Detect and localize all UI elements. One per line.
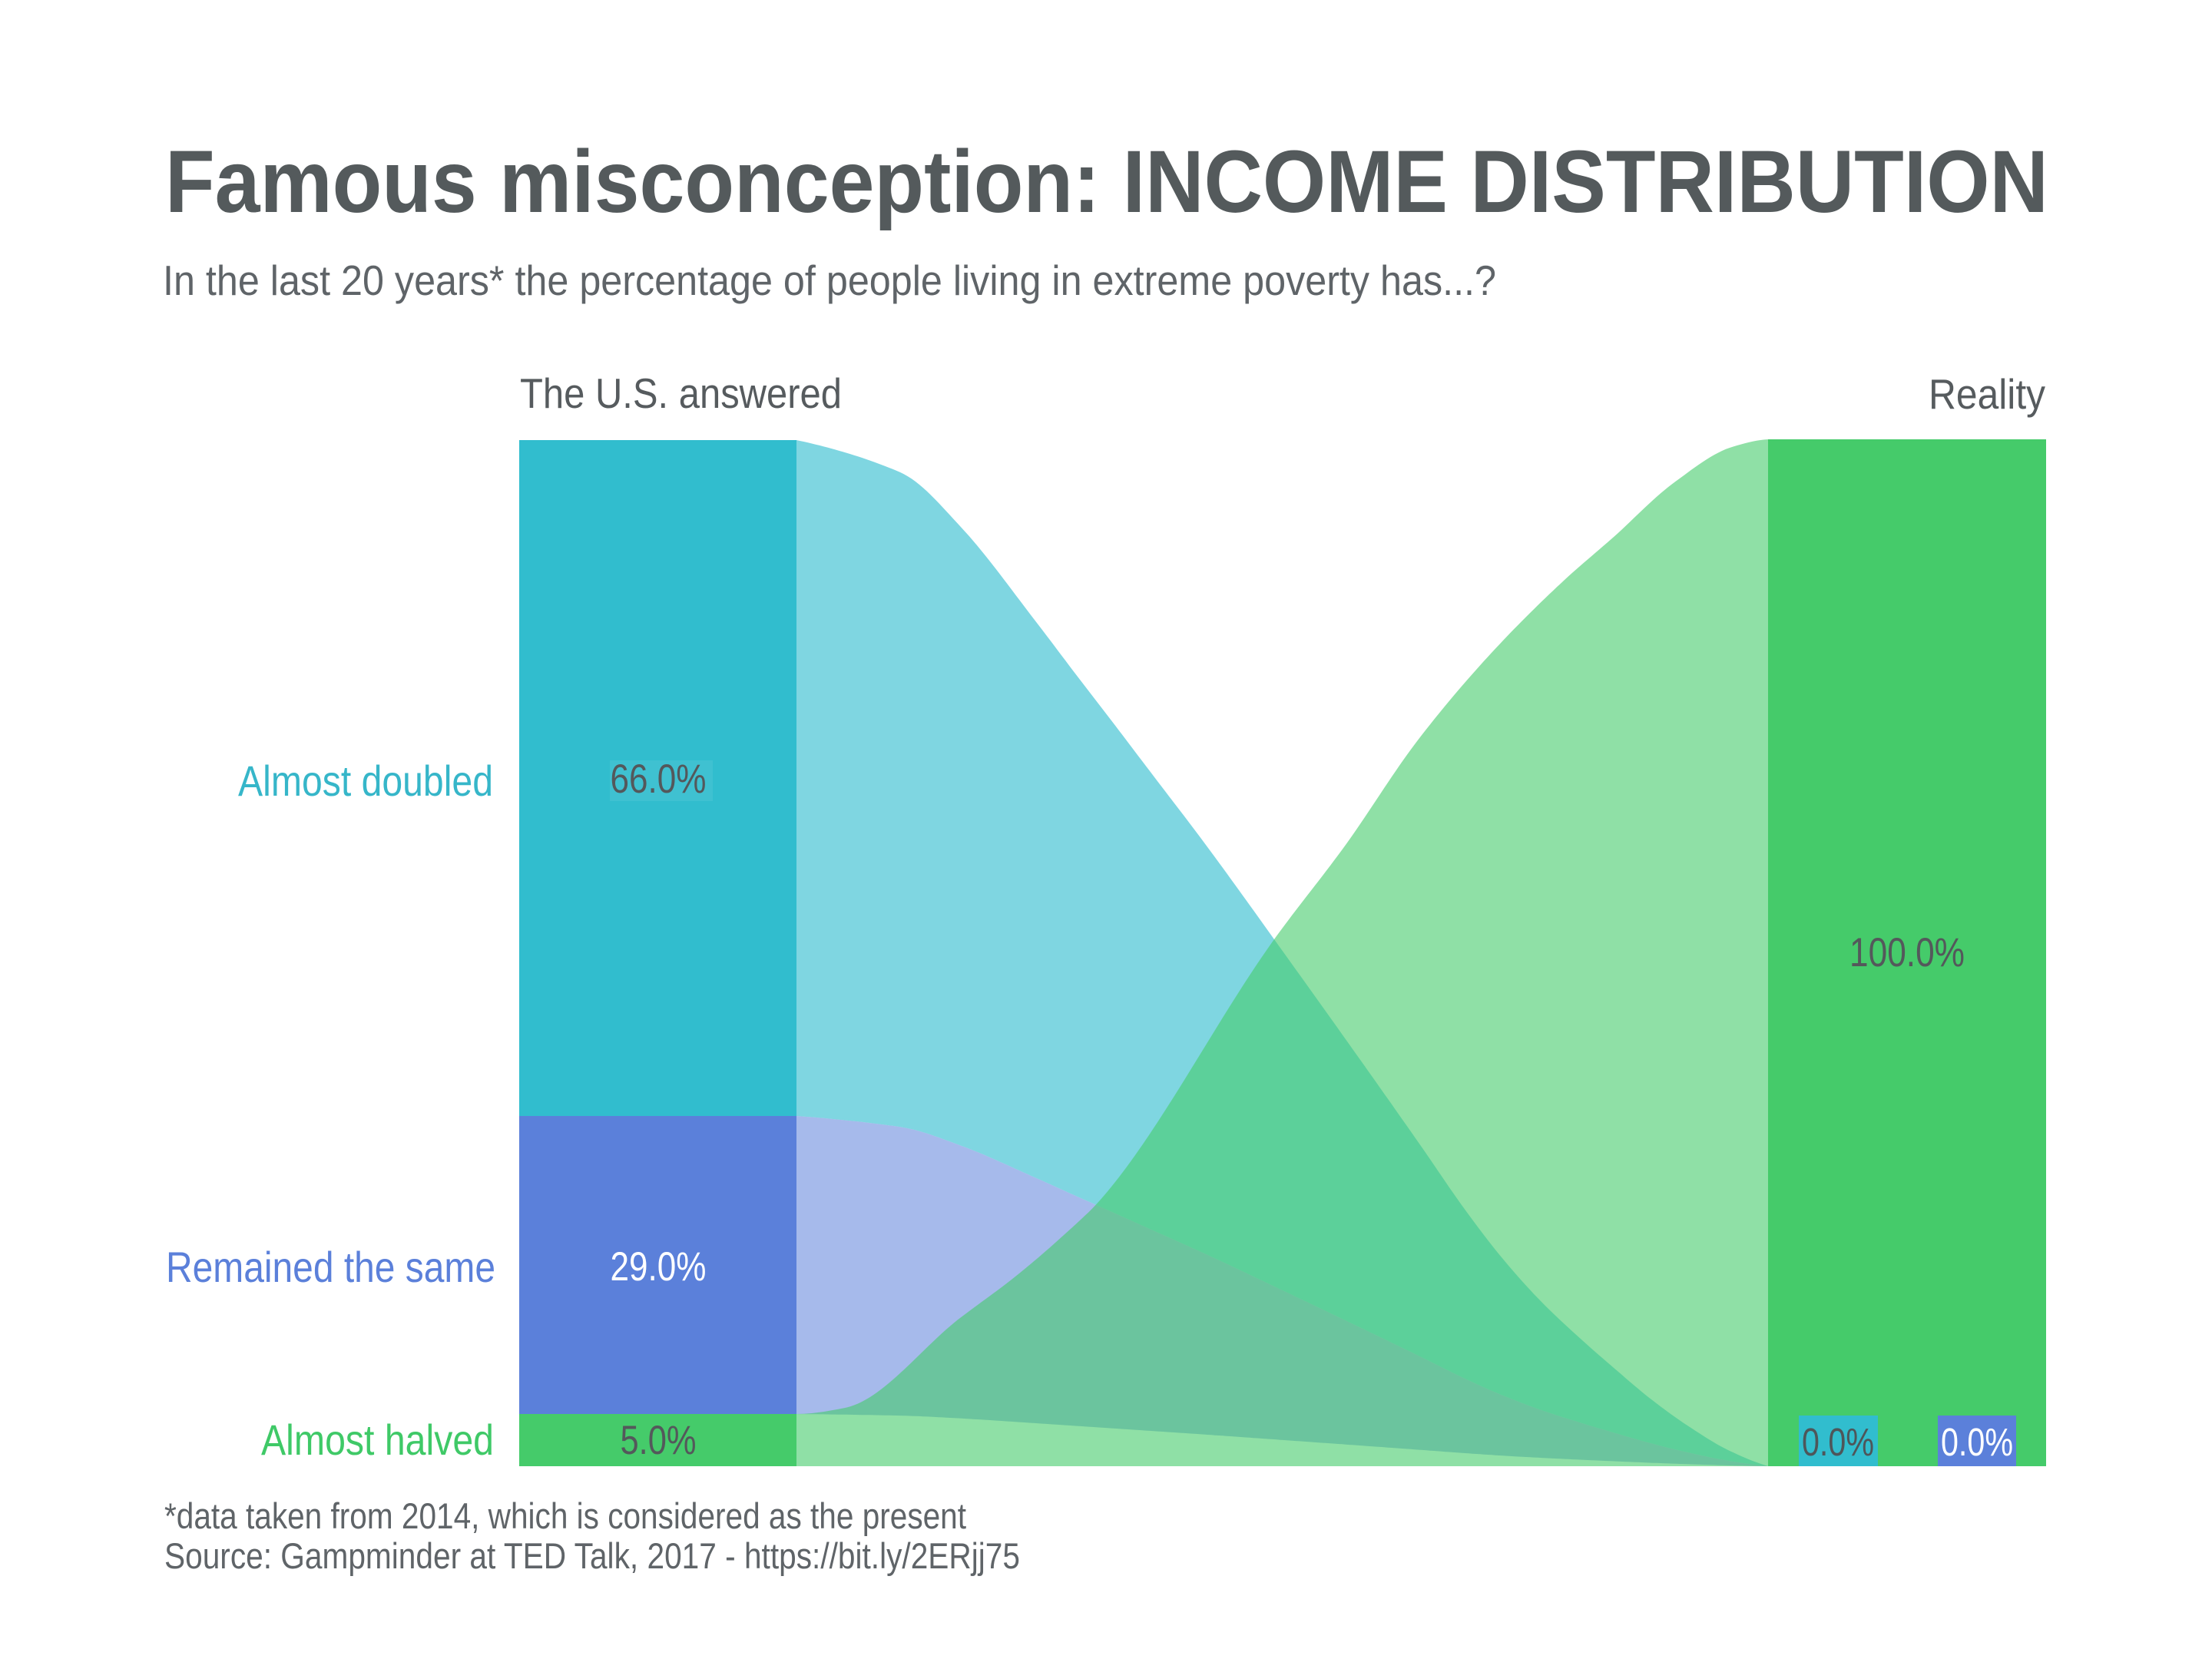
svg-text:5.0%: 5.0%	[621, 1418, 697, 1463]
svg-text:Source: Gampminder at TED Talk: Source: Gampminder at TED Talk, 2017 - h…	[164, 1535, 1020, 1576]
svg-text:The U.S. answered: The U.S. answered	[520, 369, 842, 417]
svg-text:Remained the same: Remained the same	[166, 1243, 495, 1291]
svg-text:*data taken from 2014, which i: *data taken from 2014, which is consider…	[164, 1495, 966, 1536]
svg-text:29.0%: 29.0%	[611, 1244, 707, 1290]
svg-text:Reality: Reality	[1929, 370, 2045, 418]
svg-text:100.0%: 100.0%	[1849, 930, 1965, 975]
svg-text:Almost halved: Almost halved	[261, 1416, 494, 1464]
svg-text:0.0%: 0.0%	[1941, 1420, 2013, 1464]
svg-text:0.0%: 0.0%	[1802, 1420, 1874, 1464]
svg-text:In the last 20 years* the perc: In the last 20 years* the percentage of …	[163, 257, 1496, 304]
svg-text:66.0%: 66.0%	[611, 757, 707, 802]
svg-text:Almost doubled: Almost doubled	[238, 757, 493, 805]
svg-text:Famous misconception: INCOME D: Famous misconception: INCOME DISTRIBUTIO…	[165, 133, 2048, 231]
